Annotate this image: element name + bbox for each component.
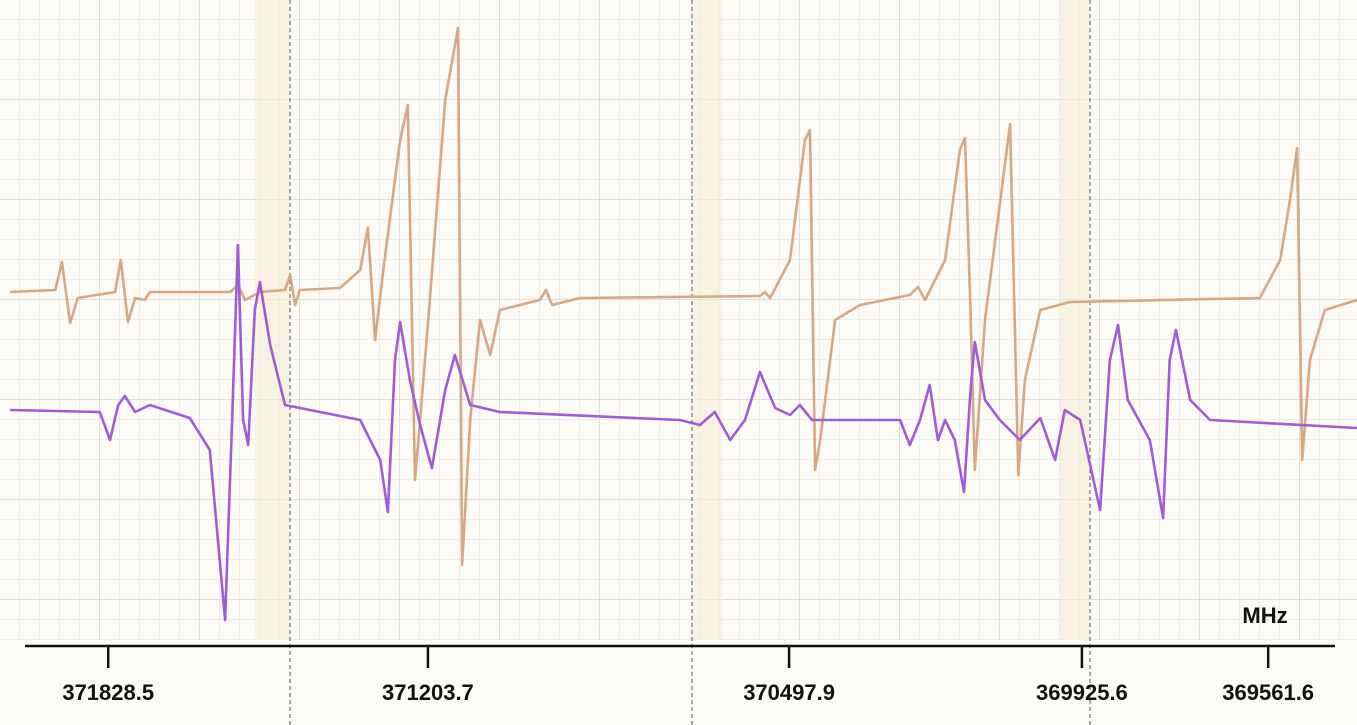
x-tick-label: 371828.5: [62, 680, 154, 705]
plot: [10, 26, 1357, 622]
paper-seam: [1060, 0, 1090, 640]
x-axis-label: MHz: [1242, 603, 1287, 628]
x-tick-label: 369925.6: [1036, 680, 1128, 705]
x-tick-label: 370497.9: [743, 680, 835, 705]
paper-seam: [255, 0, 290, 640]
graph-paper-major: [0, 0, 1357, 640]
paper-seam: [692, 0, 722, 640]
trace: [10, 243, 1357, 622]
x-tick-label: 371203.7: [382, 680, 474, 705]
x-tick-label: 369561.6: [1222, 680, 1314, 705]
